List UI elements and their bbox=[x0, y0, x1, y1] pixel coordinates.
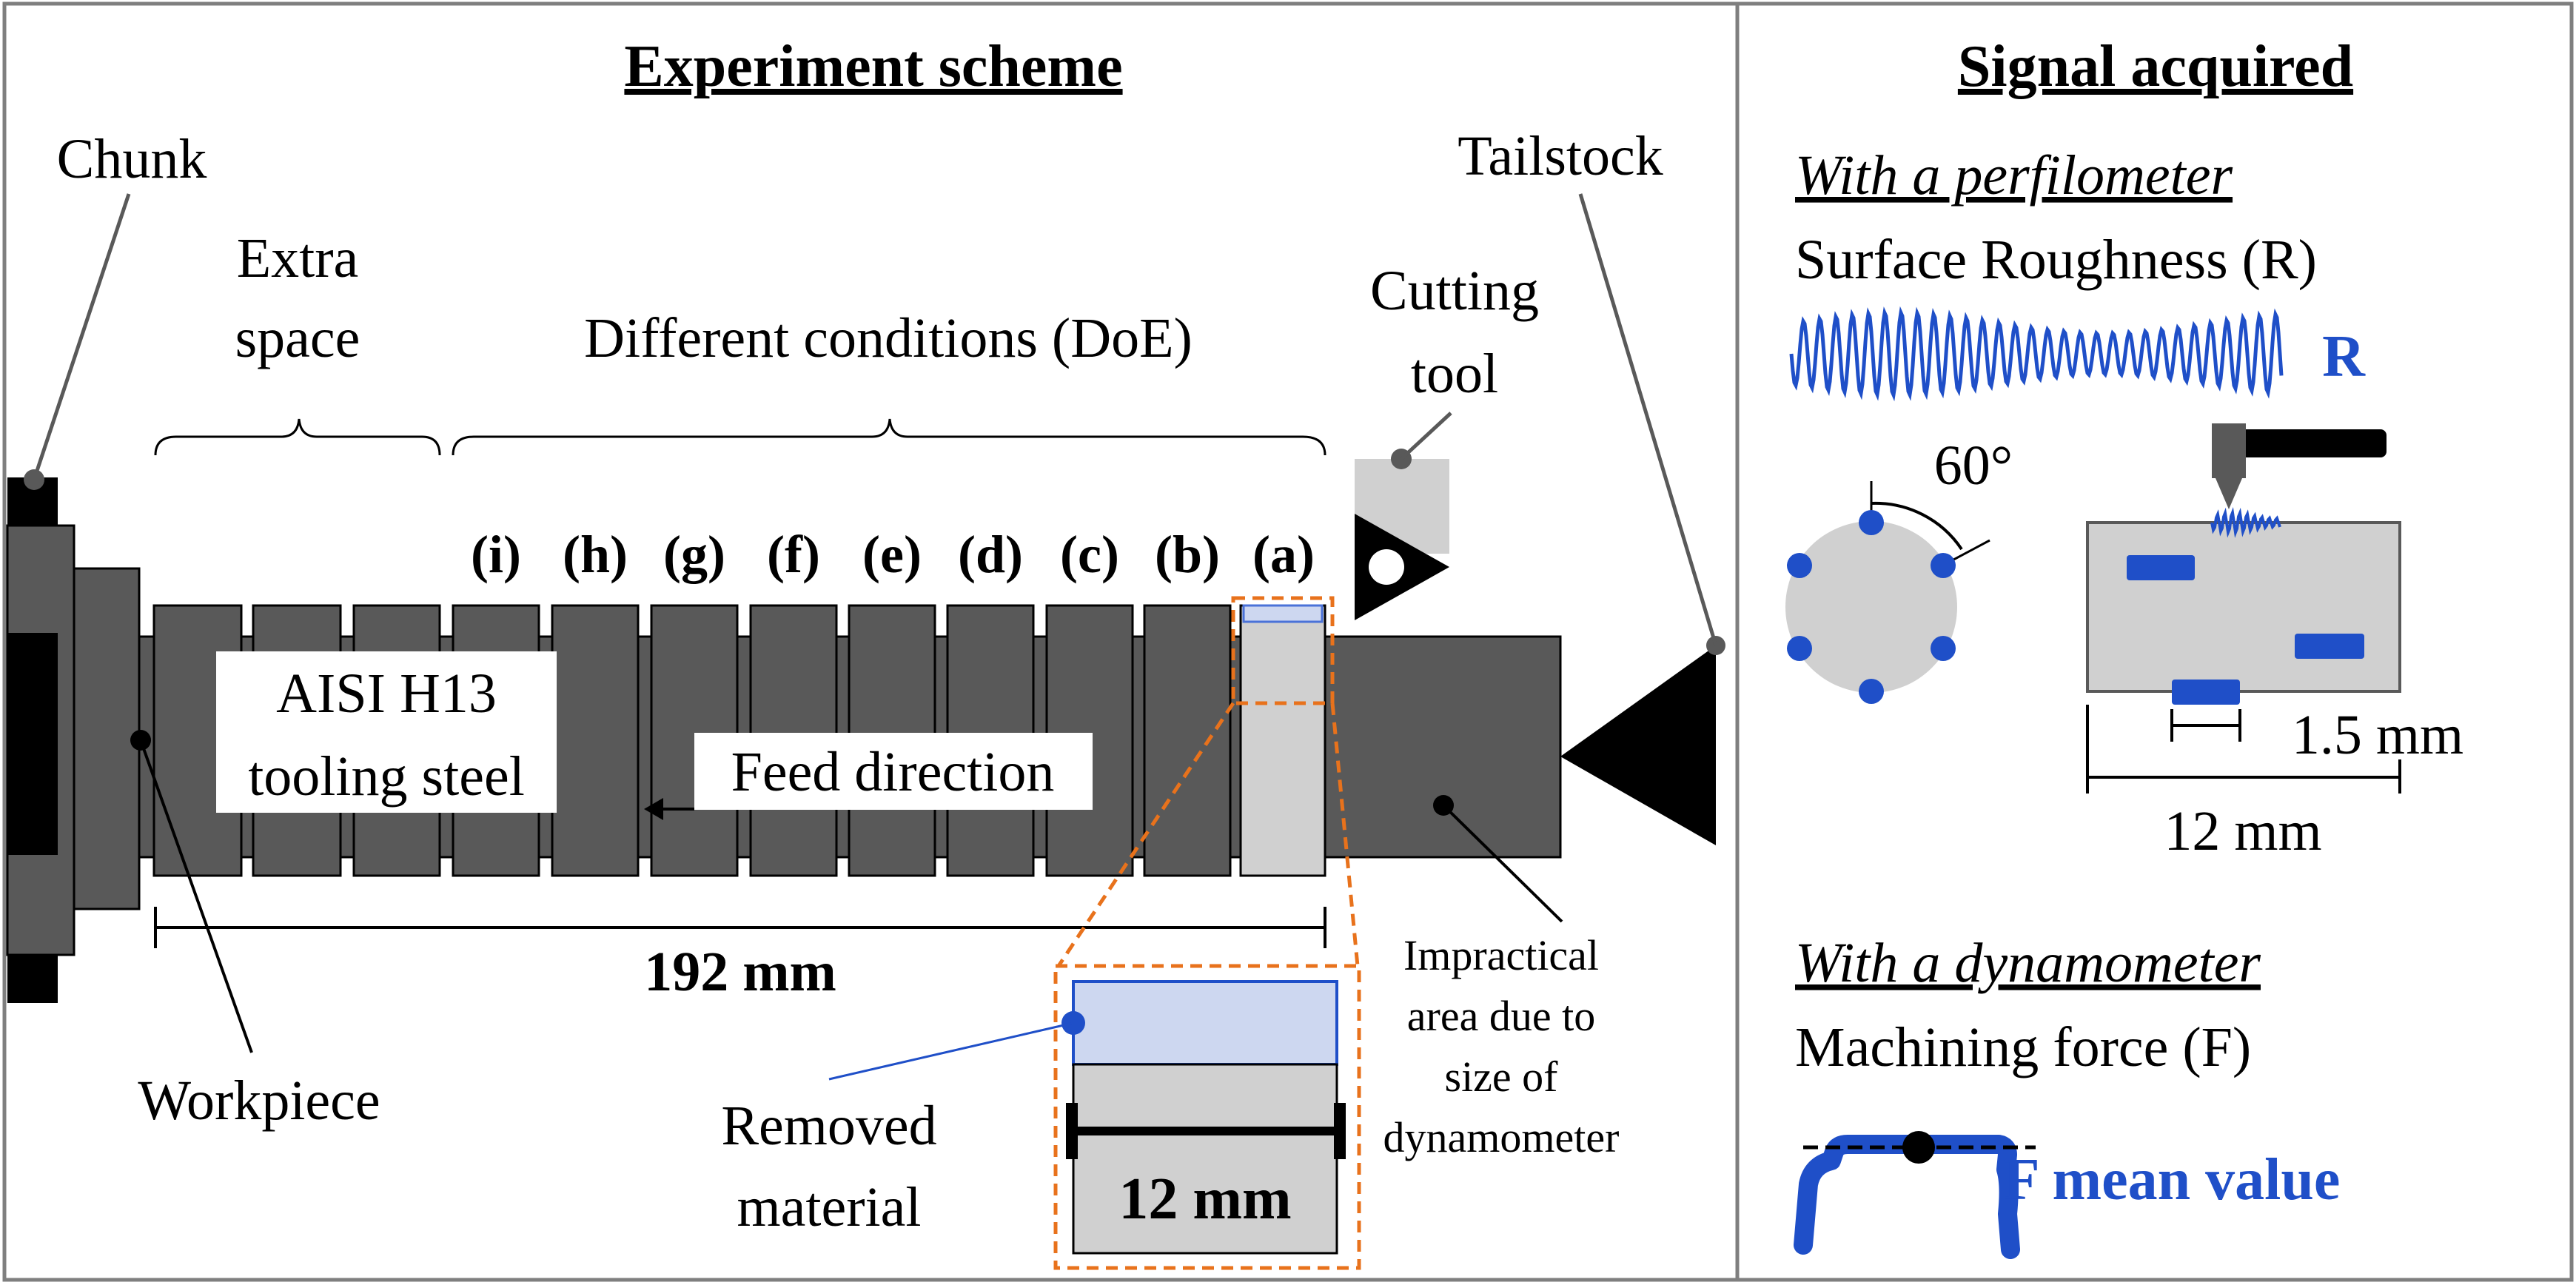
condition-label: (a) bbox=[1252, 525, 1315, 584]
impractical-area-line2: area due to bbox=[1407, 992, 1595, 1040]
probe-signal-wave bbox=[2210, 507, 2281, 538]
segment bbox=[551, 604, 640, 877]
material-label-line1: AISI H13 bbox=[276, 662, 497, 725]
impractical-area-line4: dynamometer bbox=[1383, 1113, 1620, 1161]
segment-a-machined bbox=[1239, 604, 1326, 877]
feed-direction-label: Feed direction bbox=[731, 741, 1055, 803]
material-label-line2: tooling steel bbox=[248, 745, 525, 808]
force-signal bbox=[1794, 1131, 2036, 1259]
condition-label: (e) bbox=[862, 525, 922, 584]
force-result-label: F mean value bbox=[2004, 1147, 2341, 1212]
length-dimension bbox=[154, 907, 1326, 948]
left-panel-title: Experiment scheme bbox=[624, 34, 1122, 99]
segment-a-removed bbox=[1242, 604, 1324, 623]
dynamometer-heading: With a dynamometer bbox=[1795, 932, 2261, 994]
roughness-symbol: R bbox=[2322, 324, 2366, 389]
measurement-points-section bbox=[1785, 481, 1990, 704]
angle-label: 60° bbox=[1934, 435, 2013, 497]
impractical-area-line3: size of bbox=[1445, 1053, 1559, 1101]
measurement-point bbox=[1859, 679, 1884, 704]
different-conditions-label: Different conditions (DoE) bbox=[584, 307, 1193, 369]
zoom-inset bbox=[1053, 596, 1361, 1270]
measurement-point bbox=[1787, 636, 1812, 661]
length-label: 192 mm bbox=[644, 941, 836, 1003]
roughness-measure-label: Surface Roughness (R) bbox=[1795, 229, 2317, 291]
segment bbox=[1143, 604, 1232, 877]
condition-label: (b) bbox=[1155, 525, 1220, 584]
measurement-point bbox=[1787, 553, 1812, 578]
condition-label: (c) bbox=[1060, 525, 1119, 584]
cutting-tool-label-line1: Cutting bbox=[1370, 260, 1539, 322]
zoom-source-box bbox=[1231, 596, 1335, 705]
roughness-track bbox=[2127, 555, 2195, 580]
measurement-point bbox=[1859, 510, 1884, 535]
tailstock bbox=[1560, 193, 1725, 845]
condition-label: (f) bbox=[767, 525, 820, 584]
condition-labels: (i) (h) (g) (f) (e) (d) (c) (b) (a) bbox=[471, 525, 1315, 584]
zoom-box bbox=[1053, 964, 1361, 1270]
condition-label: (g) bbox=[663, 525, 725, 584]
measurement-point bbox=[1931, 636, 1956, 661]
removed-material-label-line2: material bbox=[737, 1176, 922, 1238]
force-measure-label: Machining force (F) bbox=[1795, 1016, 2251, 1078]
zoom-removed-material bbox=[1072, 980, 1338, 1066]
chunk-pointer-dot bbox=[24, 469, 44, 490]
impractical-area-line1: Impractical bbox=[1403, 931, 1599, 979]
extra-space-label-line2: space bbox=[235, 307, 360, 369]
conditions-brace bbox=[452, 418, 1326, 456]
right-panel-title: Signal acquired bbox=[1958, 34, 2353, 99]
material-label-box bbox=[216, 651, 557, 813]
small-length-label: 1.5 mm bbox=[2292, 704, 2463, 766]
roughness-track bbox=[2172, 680, 2240, 705]
zoom-length-label: 12 mm bbox=[1118, 1167, 1291, 1232]
extra-space-label-line1: Extra bbox=[237, 227, 359, 289]
chunk-label: Chunk bbox=[57, 128, 207, 190]
workpiece-label: Workpiece bbox=[138, 1070, 380, 1132]
removed-material-pointer bbox=[828, 1021, 1074, 1081]
sample-length-label: 12 mm bbox=[2164, 800, 2321, 862]
perfilometer-probe bbox=[2210, 423, 2387, 538]
removed-material-label-line1: Removed bbox=[721, 1095, 936, 1157]
condition-label: (h) bbox=[563, 525, 628, 584]
sample-length-dimension bbox=[2086, 705, 2401, 794]
roughness-signal-wave bbox=[1789, 306, 2284, 402]
feed-direction-label-box bbox=[694, 733, 1093, 810]
cutting-tool bbox=[1355, 412, 1452, 620]
measurement-point bbox=[1931, 553, 1956, 578]
workpiece-pointer bbox=[139, 739, 253, 1053]
extra-space-brace bbox=[154, 418, 441, 456]
condition-label: (i) bbox=[471, 525, 521, 584]
small-dimension bbox=[2170, 709, 2241, 742]
tailstock-label: Tailstock bbox=[1458, 125, 1663, 187]
condition-label: (d) bbox=[958, 525, 1023, 584]
perfilometer-sample bbox=[2086, 521, 2401, 705]
roughness-track bbox=[2295, 634, 2364, 659]
impractical-area-pointer bbox=[1442, 804, 1563, 923]
chunk-pointer bbox=[32, 193, 131, 480]
feed-direction-arrowhead bbox=[644, 798, 663, 820]
cutting-tool-label-line2: tool bbox=[1411, 343, 1498, 405]
chuck bbox=[6, 477, 141, 1003]
mean-value-point bbox=[1902, 1131, 1935, 1164]
perfilometer-heading: With a perfilometer bbox=[1795, 144, 2233, 207]
